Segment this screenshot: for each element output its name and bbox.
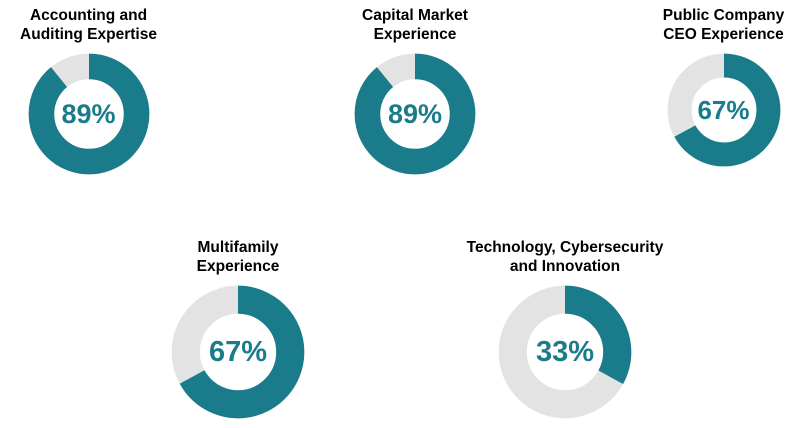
donut-ring: 89% <box>354 53 476 175</box>
donut-percentage-label: 89% <box>61 98 116 129</box>
donut-value-arc <box>354 53 476 175</box>
donut-chart-technology-cybersecurity: Technology, Cybersecurity and Innovation… <box>438 238 692 419</box>
donut-chart-capital-market: Capital Market Experience 89% <box>329 6 501 175</box>
donut-value-arc <box>28 53 149 175</box>
donut-ring: 67% <box>171 285 305 419</box>
chart-title: Multifamily Experience <box>196 239 280 275</box>
donut-percentage-label: 33% <box>535 335 595 368</box>
donut-percentage-label: 67% <box>697 94 750 125</box>
donut-svg <box>498 285 632 419</box>
donut-chart-multifamily: Multifamily Experience 67% <box>157 238 319 419</box>
donut-ring: 33% <box>498 285 632 419</box>
donut-value-arc <box>498 285 632 419</box>
donut-ring: 67% <box>667 53 781 167</box>
donut-chart-public-company-ceo: Public Company CEO Experience 67% <box>645 6 802 167</box>
donut-value-arc <box>171 285 305 419</box>
chart-title: Public Company CEO Experience <box>662 7 785 43</box>
donut-value-arc <box>667 53 780 167</box>
donut-svg <box>171 285 305 419</box>
chart-title: Capital Market Experience <box>362 7 468 43</box>
chart-title: Accounting and Auditing Expertise <box>20 7 157 43</box>
donut-svg <box>354 53 476 175</box>
donut-svg <box>667 53 780 167</box>
chart-title: Technology, Cybersecurity and Innovation <box>466 239 664 275</box>
donut-ring: 89% <box>28 53 150 175</box>
donut-chart-accounting-auditing: Accounting and Auditing Expertise 89% <box>6 6 171 175</box>
donut-percentage-label: 67% <box>208 335 268 368</box>
donut-percentage-label: 89% <box>387 98 443 129</box>
donut-svg <box>28 53 149 175</box>
